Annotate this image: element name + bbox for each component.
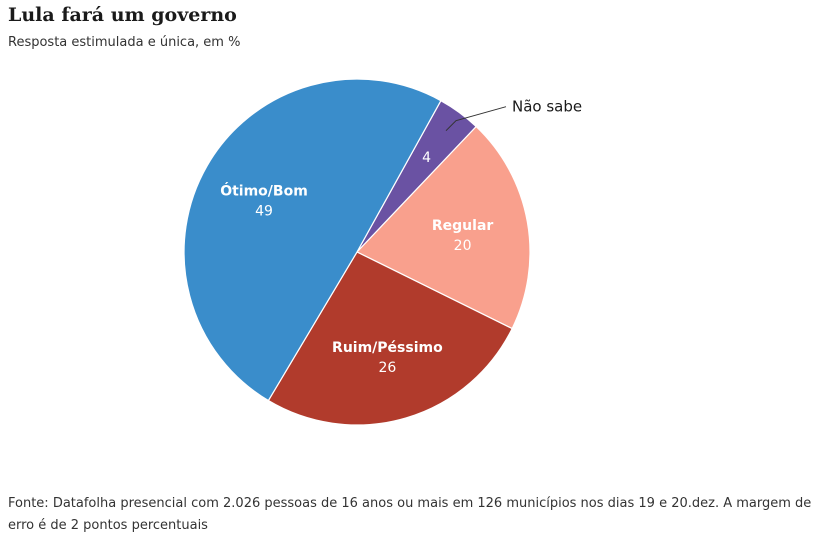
slice-value-ruim-pessimo: 26 [378, 360, 396, 376]
slice-label-otimo-bom: Ótimo/Bom [220, 182, 308, 200]
slice-label-nao-sabe: Não sabe [512, 98, 582, 116]
pie-slice-regular [356, 125, 531, 330]
chart-title: Lula fará um governo [8, 4, 237, 26]
source-note: Fonte: Datafolha presencial com 2.026 pe… [8, 496, 812, 533]
slice-value-regular: 20 [454, 238, 472, 254]
pie-slices [183, 78, 531, 426]
pie-slice-otimo-bom [183, 78, 442, 402]
pie-labels: 4 Não sabe Regular 20 Ruim/Péssimo 26 Ótimo/Bo… [220, 98, 582, 376]
slice-value-otimo-bom: 49 [255, 204, 273, 220]
leader-line-nao-sabe [445, 106, 507, 132]
pie-chart: 4 Não sabe Regular 20 Ruim/Péssimo 26 Ótimo/Bo… [183, 78, 582, 426]
chart-subtitle: Resposta estimulada e única, em % [8, 35, 241, 50]
slice-value-nao-sabe: 4 [422, 150, 431, 166]
slice-label-regular: Regular [432, 218, 494, 234]
slice-label-ruim-pessimo: Ruim/Péssimo [332, 340, 443, 356]
pie-slice-ruim-pessimo [267, 251, 513, 426]
